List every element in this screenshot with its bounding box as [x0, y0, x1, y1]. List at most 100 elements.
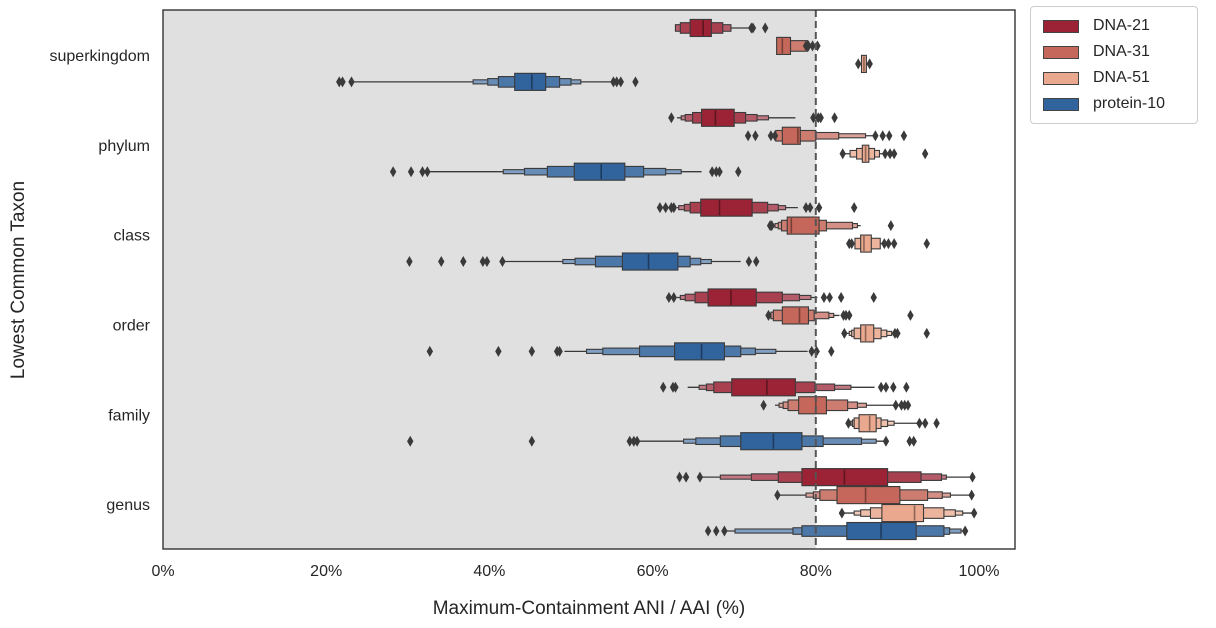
- legend-swatch-protein-10: [1043, 97, 1079, 111]
- legend-item-protein-10: protein-10: [1043, 94, 1165, 114]
- boxen-level-0: [621, 252, 679, 271]
- x-tick-label: 100%: [959, 563, 1000, 580]
- y-axis-title: Lowest Common Taxon: [8, 181, 29, 379]
- outlier-point: [460, 256, 467, 268]
- outlier-point: [336, 76, 343, 88]
- outlier-point: [682, 471, 690, 483]
- outlier-point: [735, 166, 742, 178]
- outlier-point: [407, 435, 414, 447]
- boxen-family-protein-10: [407, 432, 917, 451]
- outlier-point: [866, 58, 873, 70]
- outlier-point: [676, 471, 683, 483]
- outlier-point: [890, 238, 898, 250]
- boxen-class-DNA-51: [846, 234, 930, 253]
- outlier-point: [969, 471, 976, 483]
- legend-swatch-dna-31: [1043, 45, 1079, 59]
- boxen-superkingdom-DNA-51: [855, 54, 873, 73]
- outlier-point: [407, 166, 415, 178]
- outlier-point: [887, 220, 895, 232]
- outlier-point: [713, 166, 720, 178]
- outlier-point: [633, 435, 641, 447]
- outlier-point: [665, 291, 673, 303]
- boxen-order-DNA-21: [665, 288, 877, 307]
- boxen-level-0: [689, 18, 712, 38]
- outlier-point: [933, 417, 940, 429]
- outlier-point: [831, 112, 838, 124]
- outlier-point: [817, 112, 824, 124]
- outlier-point: [656, 202, 664, 214]
- outlier-point: [752, 130, 759, 142]
- legend-swatch-dna-51: [1043, 71, 1079, 85]
- outlier-point: [885, 238, 892, 250]
- outlier-point: [765, 309, 772, 321]
- boxen-level-0: [860, 234, 872, 253]
- boxen-level-0: [731, 378, 796, 397]
- boxen-phylum-protein-10: [389, 162, 742, 181]
- outlier-point: [892, 399, 899, 411]
- boxen-level-0: [881, 503, 925, 523]
- boxen-phylum-DNA-31: [744, 126, 908, 145]
- outlier-point: [749, 22, 757, 34]
- boxen-level-0: [573, 162, 626, 181]
- x-tick-label: 60%: [637, 563, 669, 580]
- outlier-point: [670, 291, 678, 303]
- boxen-superkingdom-protein-10: [336, 72, 639, 91]
- boxen-superkingdom-DNA-21: [674, 18, 769, 38]
- outlier-point: [389, 166, 397, 178]
- outlier-point: [713, 525, 720, 537]
- outlier-point: [479, 256, 487, 268]
- outlier-point: [916, 417, 923, 429]
- outlier-point: [881, 148, 889, 160]
- legend-label: protein-10: [1093, 95, 1166, 112]
- outlier-point: [923, 238, 930, 250]
- x-tick-label: 0%: [151, 563, 174, 580]
- outlier-point: [708, 166, 716, 178]
- outlier-point: [898, 399, 905, 411]
- outlier-point: [483, 256, 491, 268]
- boxen-family-DNA-51: [845, 414, 940, 433]
- outlier-point: [839, 148, 846, 160]
- outlier-point: [626, 435, 633, 447]
- outlier-point: [910, 435, 917, 447]
- outlier-point: [670, 202, 678, 214]
- outlier-point: [806, 202, 814, 214]
- outlier-point: [802, 202, 810, 214]
- legend-item-dna-51: DNA-51: [1043, 68, 1150, 88]
- outlier-point: [842, 309, 850, 321]
- boxen-genus-DNA-51: [838, 503, 978, 523]
- outlier-point: [903, 381, 910, 393]
- outlier-point: [617, 76, 624, 88]
- outlier-point: [870, 291, 877, 303]
- x-tick-label: 80%: [800, 563, 832, 580]
- outlier-point: [668, 112, 675, 124]
- shaded-region: [163, 10, 816, 549]
- outlier-point: [826, 291, 833, 303]
- outlier-point: [881, 238, 888, 250]
- outlier-point: [970, 507, 978, 519]
- outlier-point: [820, 291, 828, 303]
- outlier-point: [662, 202, 669, 214]
- boxen-level-0: [860, 324, 875, 343]
- boxen-level-0: [740, 432, 803, 451]
- outlier-point: [745, 256, 753, 268]
- x-axis: 0% 20% 40% 60% 80% 100%: [151, 563, 999, 580]
- boxen-level-0: [781, 306, 810, 325]
- outlier-point: [426, 345, 434, 357]
- outlier-point: [900, 130, 908, 142]
- outlier-point: [704, 525, 712, 537]
- outlier-point: [610, 76, 617, 88]
- outlier-point: [339, 76, 346, 88]
- outlier-point: [841, 327, 848, 339]
- outlier-point: [838, 507, 846, 519]
- boxen-class-DNA-21: [656, 198, 858, 217]
- legend-swatch-dna-21: [1043, 19, 1079, 33]
- outlier-point: [890, 148, 898, 160]
- boxen-level-0: [674, 342, 725, 361]
- outlier-point: [632, 76, 639, 88]
- outlier-point: [774, 489, 781, 501]
- outlier-point: [848, 238, 855, 250]
- outlier-point: [855, 58, 862, 70]
- outlier-point: [961, 525, 969, 537]
- boxen-level-3: [838, 133, 867, 139]
- outlier-point: [767, 130, 775, 142]
